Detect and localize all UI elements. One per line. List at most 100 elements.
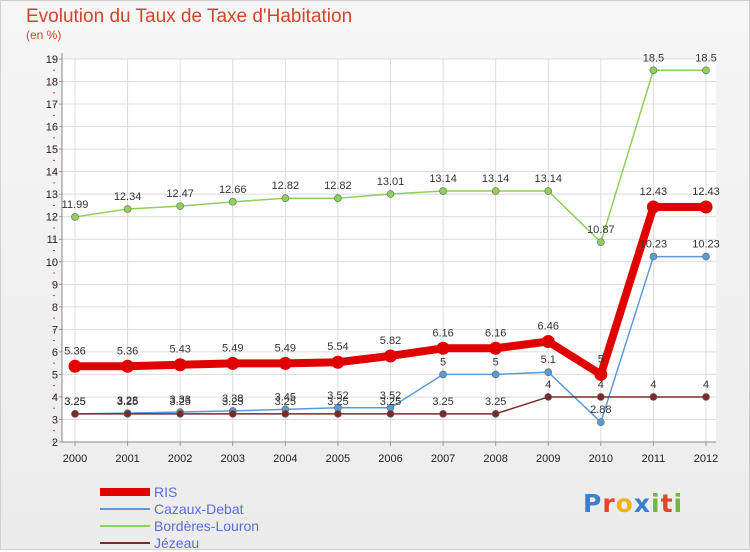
data-point <box>544 368 553 376</box>
data-point <box>278 356 292 370</box>
data-point <box>649 393 658 401</box>
data-point <box>649 252 658 261</box>
legend-label: Jézeau <box>154 535 200 551</box>
x-tick-label: 2010 <box>589 453 613 465</box>
data-point <box>544 187 553 195</box>
x-tick-label: 2002 <box>168 453 192 465</box>
data-point <box>384 349 397 363</box>
data-point <box>702 66 710 75</box>
legend-label: Cazaux-Debat <box>154 501 244 517</box>
data-point <box>228 198 237 206</box>
data-point <box>226 356 240 370</box>
data-label: 3.25 <box>64 396 85 408</box>
data-label: 3.33 <box>169 394 190 406</box>
data-label: 3.25 <box>380 396 401 408</box>
data-label: 10.23 <box>692 239 720 251</box>
x-tick-label: 2000 <box>63 453 87 465</box>
data-label: 3.25 <box>432 396 453 408</box>
data-label: 12.66 <box>219 184 247 196</box>
data-point <box>544 393 553 401</box>
data-point <box>71 213 79 221</box>
data-label: 18.5 <box>643 52 664 64</box>
data-point <box>176 410 184 418</box>
data-point <box>123 410 132 418</box>
data-label: 6.16 <box>432 327 453 339</box>
data-label: 4 <box>703 379 709 391</box>
logo-letter: i <box>651 489 661 518</box>
x-tick-label: 2009 <box>536 453 560 465</box>
data-label: 18.5 <box>695 52 716 64</box>
data-label: 5 <box>598 353 604 365</box>
data-point <box>173 358 187 372</box>
data-point <box>541 335 555 349</box>
data-label: 6.16 <box>485 327 506 339</box>
data-label: 5.43 <box>169 344 190 356</box>
data-point <box>334 194 342 203</box>
data-label: 10.23 <box>640 239 668 251</box>
data-point <box>331 355 345 369</box>
data-point <box>439 370 447 379</box>
data-label: 3.25 <box>117 396 138 408</box>
data-label: 3.52 <box>380 390 401 402</box>
data-label: 3.45 <box>275 391 296 403</box>
y-tick-label: 18 <box>46 77 58 89</box>
data-label: 5.36 <box>64 345 85 357</box>
data-label: 4 <box>545 379 551 391</box>
data-label: 3.25 <box>169 396 190 408</box>
logo-letter: i <box>673 489 684 518</box>
logo-letter: t <box>660 489 674 518</box>
data-label: 5.54 <box>327 341 348 353</box>
logo-letter: x <box>633 489 651 518</box>
x-tick-label: 2008 <box>483 453 507 465</box>
y-tick-label: 10 <box>46 257 58 269</box>
data-point <box>281 194 290 203</box>
data-point <box>597 418 605 426</box>
x-tick-label: 2011 <box>642 453 666 465</box>
legend-label: Bordères-Louron <box>154 518 260 534</box>
data-point <box>228 410 237 418</box>
data-label: 5.82 <box>380 335 401 347</box>
y-tick-label: 17 <box>46 99 58 111</box>
x-tick-label: 2004 <box>273 453 297 465</box>
data-point <box>702 252 710 261</box>
proxiti-logo: Proxiti <box>583 489 683 518</box>
data-label: 2.88 <box>590 404 611 416</box>
data-point <box>334 410 342 418</box>
data-point <box>439 410 447 418</box>
y-tick-label: 8 <box>52 302 58 314</box>
data-label: 12.43 <box>640 186 668 198</box>
data-label: 13.01 <box>377 176 405 188</box>
y-tick-label: 19 <box>46 54 58 66</box>
data-point <box>386 410 395 418</box>
data-point <box>123 205 132 213</box>
data-label: 10.87 <box>587 224 615 236</box>
data-label: 5 <box>440 356 446 368</box>
data-point <box>699 200 713 214</box>
x-tick-label: 2007 <box>431 453 455 465</box>
data-point <box>702 393 710 401</box>
x-tick-label: 2001 <box>115 453 139 465</box>
chart-unit-label: (en %) <box>26 28 62 42</box>
x-tick-label: 2003 <box>221 453 245 465</box>
plot-area <box>62 59 716 442</box>
y-tick-label: 14 <box>46 167 58 179</box>
data-point <box>597 238 605 246</box>
x-tick-label: 2012 <box>694 453 718 465</box>
y-tick-label: 11 <box>47 234 58 246</box>
data-label: 4 <box>650 379 656 391</box>
y-tick-label: 12 <box>46 212 58 224</box>
data-point <box>68 359 82 373</box>
data-point <box>281 410 290 418</box>
data-label: 4 <box>598 379 604 391</box>
data-label: 3.25 <box>64 396 85 408</box>
data-label: 12.47 <box>166 188 194 200</box>
data-point <box>176 202 184 210</box>
data-point <box>649 66 658 75</box>
data-label: 12.34 <box>114 191 142 203</box>
legend-swatch <box>100 508 150 510</box>
data-point <box>121 359 135 373</box>
y-tick-label: 13 <box>46 189 58 201</box>
y-tick-label: 4 <box>52 392 58 404</box>
data-point <box>436 341 450 355</box>
